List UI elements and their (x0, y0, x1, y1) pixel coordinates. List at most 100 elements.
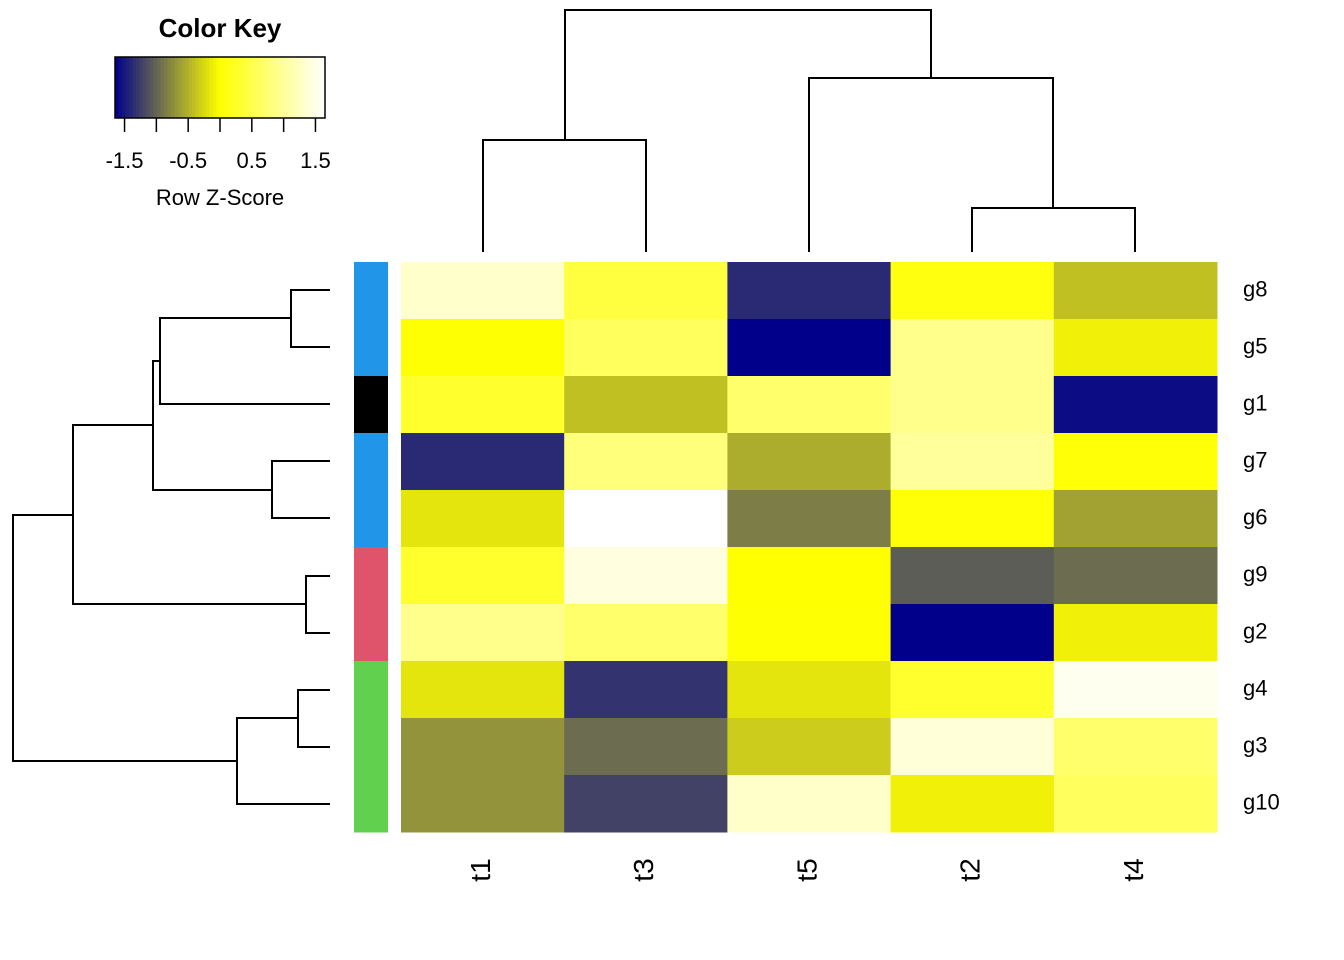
key-swatch (157, 57, 161, 118)
heatmap-cell (727, 319, 892, 377)
heatmap-cell (890, 718, 1055, 776)
heatmap-cell (727, 262, 892, 320)
key-swatch (293, 57, 298, 118)
key-swatch (160, 57, 165, 118)
key-swatch (171, 57, 175, 118)
row-label: g3 (1243, 732, 1267, 757)
key-swatch (195, 57, 200, 118)
row-label: g7 (1243, 447, 1267, 472)
row-dendrogram (12, 289, 330, 805)
key-tick-label: -1.5 (106, 148, 144, 173)
heatmap-cell (1053, 376, 1218, 434)
row-label: g2 (1243, 618, 1267, 643)
key-swatch (164, 57, 168, 118)
heatmap-cell (401, 376, 565, 434)
row-label: g4 (1243, 675, 1267, 700)
row-side-color (354, 433, 388, 491)
heatmap-cell (727, 433, 892, 491)
key-swatch (300, 57, 305, 118)
heatmap-cell (1053, 319, 1218, 377)
key-swatch (251, 57, 256, 118)
heatmap-cell (727, 718, 892, 776)
key-swatch (220, 57, 224, 118)
key-swatch (227, 57, 231, 118)
row-label: g6 (1243, 504, 1267, 529)
key-swatch (153, 57, 158, 118)
key-swatch (206, 57, 210, 118)
heatmap-cell (727, 775, 892, 833)
key-swatch (143, 57, 147, 118)
row-label: g5 (1243, 333, 1267, 358)
heatmap-cell (401, 718, 565, 776)
key-swatch (209, 57, 214, 118)
key-swatch (230, 57, 235, 118)
key-swatch (255, 57, 259, 118)
heatmap-cell (564, 547, 728, 605)
key-swatch (304, 57, 308, 118)
key-swatch (272, 57, 277, 118)
heatmap-cell (401, 490, 565, 548)
heatmap-cell (727, 547, 892, 605)
heatmap-cell (890, 376, 1055, 434)
heatmap-cell (564, 376, 728, 434)
key-swatch (213, 57, 217, 118)
heatmap-cell (1053, 775, 1218, 833)
key-swatch (146, 57, 151, 118)
key-swatch (136, 57, 140, 118)
heatmap-cell (727, 376, 892, 434)
heatmap-cell (564, 319, 728, 377)
key-swatch (237, 57, 242, 118)
row-label: g1 (1243, 390, 1267, 415)
key-swatch (265, 57, 270, 118)
key-swatch (290, 57, 294, 118)
key-swatch (192, 57, 196, 118)
heatmap-cell (1053, 262, 1218, 320)
key-swatch (129, 57, 133, 118)
heatmap-cell (401, 547, 565, 605)
column-dendrogram (482, 9, 1136, 252)
key-label: Row Z-Score (156, 185, 284, 210)
heatmap-cell (1053, 604, 1218, 662)
key-swatch (321, 57, 326, 118)
key-tick-label: 1.5 (300, 148, 331, 173)
dendrogram-branch (12, 289, 330, 805)
key-swatch (139, 57, 144, 118)
key-swatch (258, 57, 263, 118)
heatmap-cell (727, 604, 892, 662)
key-swatch (283, 57, 287, 118)
key-swatch (150, 57, 154, 118)
column-label: t2 (955, 858, 986, 881)
key-swatch (125, 57, 130, 118)
key-swatch (115, 57, 119, 118)
heatmap-cell (401, 319, 565, 377)
row-side-color (354, 718, 388, 776)
row-label: g8 (1243, 276, 1267, 301)
column-label: t4 (1118, 858, 1149, 881)
key-swatch (181, 57, 186, 118)
key-swatch (241, 57, 245, 118)
heatmap-cell (1053, 490, 1218, 548)
heatmap-cell (401, 604, 565, 662)
heatmap-cell (890, 661, 1055, 719)
row-label: g9 (1243, 561, 1267, 586)
heatmap-cell (401, 262, 565, 320)
key-swatch (122, 57, 126, 118)
heatmap-cell (890, 319, 1055, 377)
row-side-color (354, 262, 388, 320)
heatmap-cell (564, 262, 728, 320)
key-swatch (262, 57, 266, 118)
row-side-color (354, 547, 388, 605)
key-swatch (279, 57, 284, 118)
row-side-color (354, 319, 388, 377)
row-label: g10 (1243, 789, 1280, 814)
heatmap-cell (401, 775, 565, 833)
heatmap-cell (1053, 547, 1218, 605)
key-title: Color Key (159, 13, 282, 43)
heatmap-cell (1053, 661, 1218, 719)
heatmap-cell (727, 490, 892, 548)
key-swatch (276, 57, 280, 118)
dendrogram-branch (482, 9, 1136, 252)
key-swatch (286, 57, 291, 118)
